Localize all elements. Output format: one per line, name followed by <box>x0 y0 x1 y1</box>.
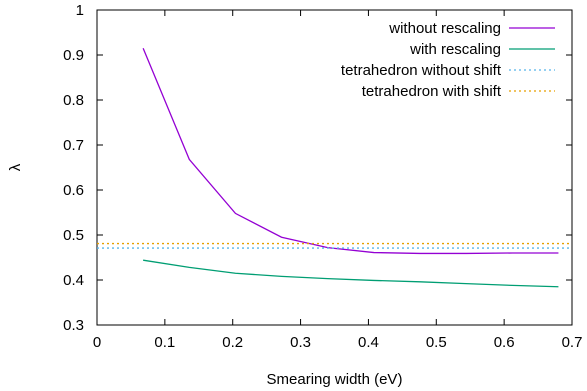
legend-label: without rescaling <box>388 20 501 37</box>
series-layer <box>97 48 572 288</box>
series-line-1 <box>142 48 559 255</box>
x-tick-label: 0.1 <box>154 334 175 351</box>
x-tick-label: 0.3 <box>290 334 311 351</box>
y-tick-label: 0.6 <box>63 182 84 199</box>
x-tick-label: 0.7 <box>562 334 583 351</box>
y-tick-label: 0.7 <box>63 137 84 154</box>
series-line-2 <box>143 259 559 288</box>
x-tick-label: 0 <box>93 334 101 351</box>
x-axis-label: Smearing width (eV) <box>267 371 403 388</box>
y-tick-label: 0.3 <box>63 317 84 334</box>
x-tick-label: 0.6 <box>494 334 515 351</box>
y-tick-label: 0.8 <box>63 92 84 109</box>
y-tick-label: 0.9 <box>63 47 84 64</box>
y-tick-label: 0.4 <box>63 272 84 289</box>
plot-frame <box>96 9 573 326</box>
y-axis: 0.3 0.4 0.5 0.6 0.7 0.8 0.9 1 <box>63 2 572 334</box>
x-tick-label: 0.2 <box>222 334 243 351</box>
x-tick-label: 0.4 <box>358 334 379 351</box>
legend-label: tetrahedron without shift <box>341 62 502 79</box>
y-tick-label: 0.5 <box>63 227 84 244</box>
legend-label: tetrahedron with shift <box>362 83 502 100</box>
x-axis: 0 0.1 0.2 0.3 0.4 0.5 0.6 0.7 <box>93 10 583 351</box>
legend: without rescaling with rescaling tetrahedr… <box>341 20 555 100</box>
legend-label: with rescaling <box>409 41 501 58</box>
y-tick-label: 1 <box>76 2 84 19</box>
y-axis-label: λ <box>7 163 24 171</box>
x-tick-label: 0.5 <box>426 334 447 351</box>
